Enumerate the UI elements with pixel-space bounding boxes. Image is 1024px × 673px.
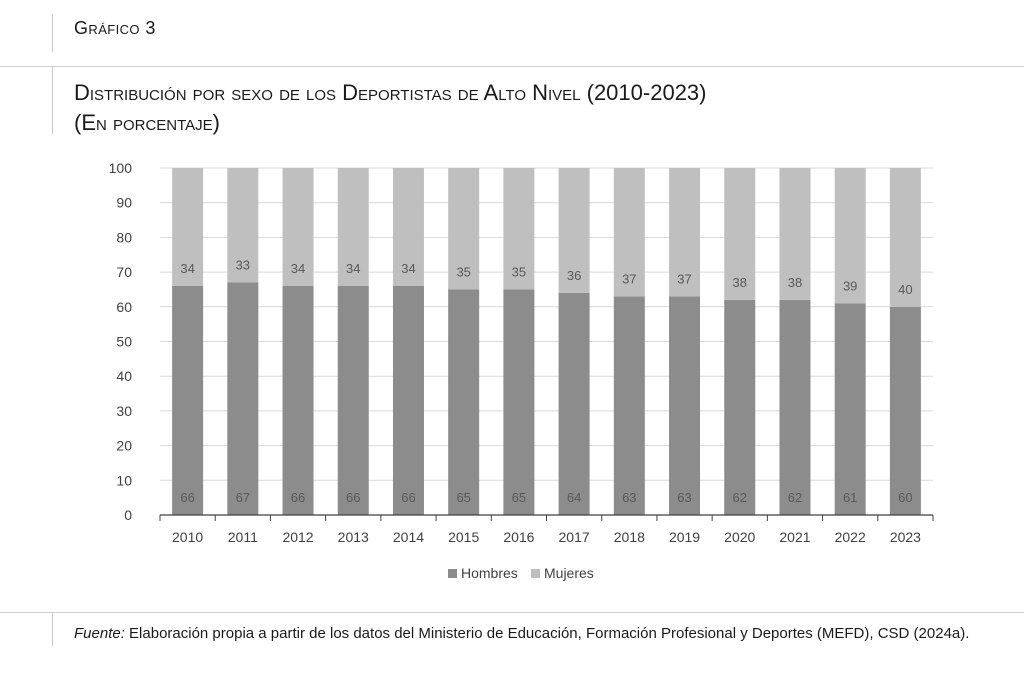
x-tick-label: 2015: [448, 529, 479, 545]
data-label-mujeres: 38: [733, 275, 747, 290]
bar-mujeres: [172, 168, 204, 286]
source-text: Elaboración propia a partir de los datos…: [124, 625, 970, 642]
bar-mujeres: [669, 168, 701, 297]
y-tick-label: 70: [116, 264, 132, 280]
bar-mujeres: [834, 168, 866, 304]
bar-mujeres: [337, 168, 369, 286]
data-label-mujeres: 34: [401, 261, 415, 276]
data-label-hombres: 60: [898, 490, 912, 505]
x-tick-label: 2020: [724, 529, 755, 545]
data-label-mujeres: 35: [512, 264, 526, 279]
chart-title-line2: (En porcentaje): [74, 110, 221, 135]
footer-divider: [0, 612, 1024, 613]
bar-hombres: [337, 285, 369, 515]
data-label-hombres: 62: [733, 490, 747, 505]
legend-label-mujeres: Mujeres: [544, 565, 594, 581]
data-label-hombres: 66: [346, 490, 360, 505]
left-rule-title: [52, 66, 53, 134]
x-tick-label: 2013: [338, 529, 369, 545]
chart-title-line1: Distribución por sexo de los Deportistas…: [74, 80, 707, 105]
data-label-hombres: 63: [622, 490, 636, 505]
data-label-mujeres: 34: [291, 261, 305, 276]
x-tick-label: 2012: [282, 529, 313, 545]
data-label-hombres: 64: [567, 490, 581, 505]
bar-hombres: [889, 306, 921, 515]
figure-kicker: Gráfico 3: [74, 18, 156, 38]
data-label-mujeres: 34: [180, 261, 194, 276]
data-label-hombres: 62: [788, 490, 802, 505]
bar-mujeres: [889, 168, 921, 307]
bar-mujeres: [448, 168, 480, 290]
bar-mujeres: [392, 168, 424, 286]
data-label-mujeres: 36: [567, 268, 581, 283]
bar-hombres: [613, 296, 645, 515]
y-tick-label: 100: [109, 160, 133, 176]
data-label-hombres: 63: [677, 490, 691, 505]
y-tick-label: 20: [116, 438, 132, 454]
bar-hombres: [227, 282, 259, 515]
data-label-mujeres: 38: [788, 275, 802, 290]
data-label-mujeres: 33: [236, 258, 250, 273]
y-tick-label: 50: [116, 334, 132, 350]
x-tick-label: 2021: [779, 529, 810, 545]
data-label-hombres: 67: [236, 490, 250, 505]
legend-label-hombres: Hombres: [461, 565, 518, 581]
bar-hombres: [503, 289, 535, 515]
left-rule-top: [52, 14, 53, 52]
header-divider: [0, 66, 1024, 67]
x-tick-label: 2016: [503, 529, 534, 545]
y-tick-label: 90: [116, 195, 132, 211]
x-tick-label: 2017: [559, 529, 590, 545]
data-label-hombres: 65: [456, 490, 470, 505]
bar-mujeres: [613, 168, 645, 297]
bar-hombres: [392, 285, 424, 515]
stacked-bar-chart: 0 10 20 30 40 50 60 70 80 90 100 66 34 2010 67 33 2011 66…: [109, 160, 934, 581]
bar-mujeres: [227, 168, 259, 283]
data-label-mujeres: 40: [898, 282, 912, 297]
bar-hombres: [779, 299, 811, 515]
y-tick-label: 60: [116, 299, 132, 315]
y-tick-label: 80: [116, 229, 132, 245]
legend-swatch-mujeres: [531, 569, 540, 578]
bar-hombres: [172, 285, 204, 515]
y-tick-label: 0: [124, 507, 132, 523]
data-label-mujeres: 35: [456, 264, 470, 279]
bar-hombres: [558, 292, 590, 515]
x-tick-label: 2019: [669, 529, 700, 545]
data-label-mujeres: 37: [677, 271, 691, 286]
bar-hombres: [669, 296, 701, 515]
data-label-mujeres: 34: [346, 261, 360, 276]
source-prefix: Fuente:: [74, 625, 125, 642]
legend-swatch-hombres: [448, 569, 457, 578]
left-rule-footer: [52, 612, 53, 646]
data-label-hombres: 65: [512, 490, 526, 505]
x-tick-label: 2011: [228, 529, 258, 545]
bar-hombres: [834, 303, 866, 515]
bar-mujeres: [724, 168, 756, 300]
chart-title: Distribución por sexo de los Deportistas…: [74, 78, 974, 138]
x-tick-label: 2010: [172, 529, 203, 545]
x-tick-label: 2023: [890, 529, 921, 545]
bar-mujeres: [282, 168, 314, 286]
y-tick-label: 40: [116, 368, 132, 384]
y-tick-label: 10: [116, 472, 132, 488]
data-label-hombres: 66: [401, 490, 415, 505]
x-tick-label: 2014: [393, 529, 424, 545]
y-tick-label: 30: [116, 403, 132, 419]
data-label-hombres: 66: [180, 490, 194, 505]
source-note: Fuente: Elaboración propia a partir de l…: [74, 624, 1014, 644]
bar-hombres: [724, 299, 756, 515]
bar-mujeres: [558, 168, 590, 293]
x-tick-label: 2022: [835, 529, 866, 545]
data-label-mujeres: 37: [622, 271, 636, 286]
bar-hombres: [448, 289, 480, 515]
x-tick-label: 2018: [614, 529, 645, 545]
bar-hombres: [282, 285, 314, 515]
bar-mujeres: [503, 168, 535, 290]
bar-mujeres: [779, 168, 811, 300]
data-label-hombres: 66: [291, 490, 305, 505]
data-label-mujeres: 39: [843, 278, 857, 293]
data-label-hombres: 61: [843, 490, 857, 505]
